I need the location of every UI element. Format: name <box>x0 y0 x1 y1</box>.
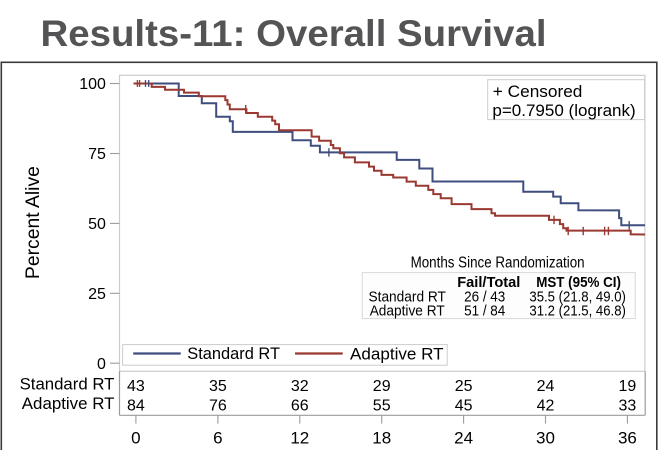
svg-text:Results-11: Overall Survival: Results-11: Overall Survival <box>41 13 547 54</box>
svg-text:100: 100 <box>79 76 106 93</box>
svg-text:Fail/Total: Fail/Total <box>457 274 520 291</box>
svg-text:84: 84 <box>127 398 145 415</box>
svg-text:51 / 84: 51 / 84 <box>464 303 505 320</box>
svg-text:25: 25 <box>455 378 473 395</box>
svg-text:19: 19 <box>619 378 637 395</box>
svg-text:0: 0 <box>131 429 140 448</box>
svg-text:Percent Alive: Percent Alive <box>23 166 44 279</box>
svg-text:25: 25 <box>88 286 106 303</box>
svg-text:42: 42 <box>537 398 555 415</box>
svg-text:32: 32 <box>291 378 309 395</box>
svg-text:33: 33 <box>619 398 637 415</box>
svg-text:50: 50 <box>88 216 106 233</box>
svg-text:36: 36 <box>618 429 637 448</box>
svg-text:35: 35 <box>209 378 227 395</box>
svg-text:Standard RT: Standard RT <box>369 289 446 306</box>
svg-text:24: 24 <box>537 378 555 395</box>
svg-text:Months Since Randomization: Months Since Randomization <box>411 255 585 272</box>
svg-text:MST (95% CI): MST (95% CI) <box>536 274 621 291</box>
svg-text:55: 55 <box>373 398 391 415</box>
svg-text:35.5 (21.8, 49.0): 35.5 (21.8, 49.0) <box>529 289 626 306</box>
svg-text:Adaptive RT: Adaptive RT <box>350 344 444 363</box>
svg-text:75: 75 <box>88 146 106 163</box>
svg-text:24: 24 <box>454 429 473 448</box>
svg-text:43: 43 <box>127 378 145 395</box>
svg-text:p=0.7950 (logrank): p=0.7950 (logrank) <box>492 102 635 120</box>
svg-text:Adaptive RT: Adaptive RT <box>370 303 445 320</box>
svg-text:31.2 (21.5, 46.8): 31.2 (21.5, 46.8) <box>529 303 626 320</box>
svg-text:18: 18 <box>372 429 391 448</box>
svg-text:Adaptive RT: Adaptive RT <box>22 394 115 413</box>
svg-text:66: 66 <box>291 398 309 415</box>
svg-text:Standard RT: Standard RT <box>187 344 280 363</box>
svg-text:29: 29 <box>373 378 391 395</box>
svg-text:+ Censored: + Censored <box>493 83 583 101</box>
svg-text:30: 30 <box>536 429 555 448</box>
svg-text:0: 0 <box>97 356 106 373</box>
svg-text:26 / 43: 26 / 43 <box>464 289 505 306</box>
svg-text:6: 6 <box>213 429 222 448</box>
svg-text:12: 12 <box>290 429 309 448</box>
svg-text:Standard RT: Standard RT <box>20 374 115 393</box>
svg-text:45: 45 <box>455 398 473 415</box>
svg-text:76: 76 <box>209 398 227 415</box>
